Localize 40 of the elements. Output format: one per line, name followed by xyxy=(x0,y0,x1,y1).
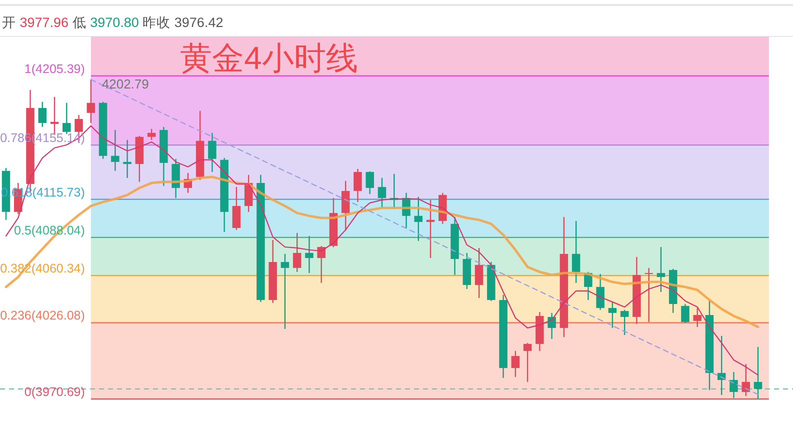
candlestick xyxy=(693,307,702,328)
candlestick xyxy=(62,102,71,135)
candlestick xyxy=(292,232,302,273)
candlestick xyxy=(596,273,604,311)
candlestick xyxy=(474,247,484,299)
ref-line-label: 0(3970.69) xyxy=(24,385,85,399)
ref-line-label: 1(4205.39) xyxy=(24,62,85,76)
candlestick xyxy=(366,170,374,195)
candlestick xyxy=(317,245,326,284)
candlestick xyxy=(208,132,216,173)
candlestick xyxy=(38,101,47,128)
candlestick xyxy=(572,220,580,284)
candlestick xyxy=(742,363,750,397)
candlestick xyxy=(644,267,653,323)
candlestick xyxy=(354,168,362,203)
candlestick xyxy=(86,78,96,124)
candlestick xyxy=(123,139,132,178)
candlestick xyxy=(523,342,532,383)
chart-title: 黄金4小时线 xyxy=(180,40,358,76)
candlestick xyxy=(426,199,435,259)
candlestick xyxy=(754,346,762,400)
candlestick xyxy=(414,196,423,242)
candlestick xyxy=(232,186,241,231)
candlestick xyxy=(608,301,617,329)
candlestick xyxy=(656,246,666,293)
candlestick xyxy=(111,129,120,172)
candlestick xyxy=(511,350,520,378)
candlestick xyxy=(341,180,350,231)
candlestick xyxy=(305,235,314,274)
candlestick xyxy=(147,128,156,140)
candlestick xyxy=(548,312,556,340)
ref-line-label: 0.236(4026.08) xyxy=(0,308,85,323)
candlestick xyxy=(378,177,386,208)
candlestick xyxy=(730,371,738,399)
candlestick xyxy=(620,309,629,336)
text: 开 3977.96 低 3970.80 昨收 3976.42 xyxy=(2,15,224,30)
annotation: 4202.79 xyxy=(102,76,149,92)
candlestick xyxy=(280,253,290,330)
candlestick xyxy=(172,158,180,199)
candlestick xyxy=(681,303,690,324)
